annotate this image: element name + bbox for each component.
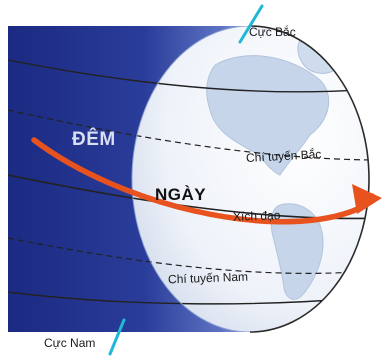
north-axis-tip [238, 4, 264, 44]
arctic-circle-line [8, 59, 369, 93]
north-america-shape [206, 55, 330, 176]
tropic-capricorn-label: Chí tuyến Nam [167, 269, 249, 287]
south-axis-tip [108, 318, 126, 356]
tropic-cancer-label: Chí tuyến Bắc [245, 147, 322, 165]
day-label: NGÀY [155, 185, 207, 204]
south-america-shape [270, 203, 324, 300]
globe-outline [249, 25, 370, 333]
tropic-capricorn-line [8, 237, 369, 274]
equator-label: Xích đạo [232, 208, 281, 224]
north-pole-label: Cực Bắc [249, 25, 296, 39]
south-pole-label: Cực Nam [44, 336, 96, 350]
terminator-line [131, 26, 251, 332]
rotation-arrowhead [352, 184, 382, 214]
night-label: ĐÊM [72, 129, 116, 150]
